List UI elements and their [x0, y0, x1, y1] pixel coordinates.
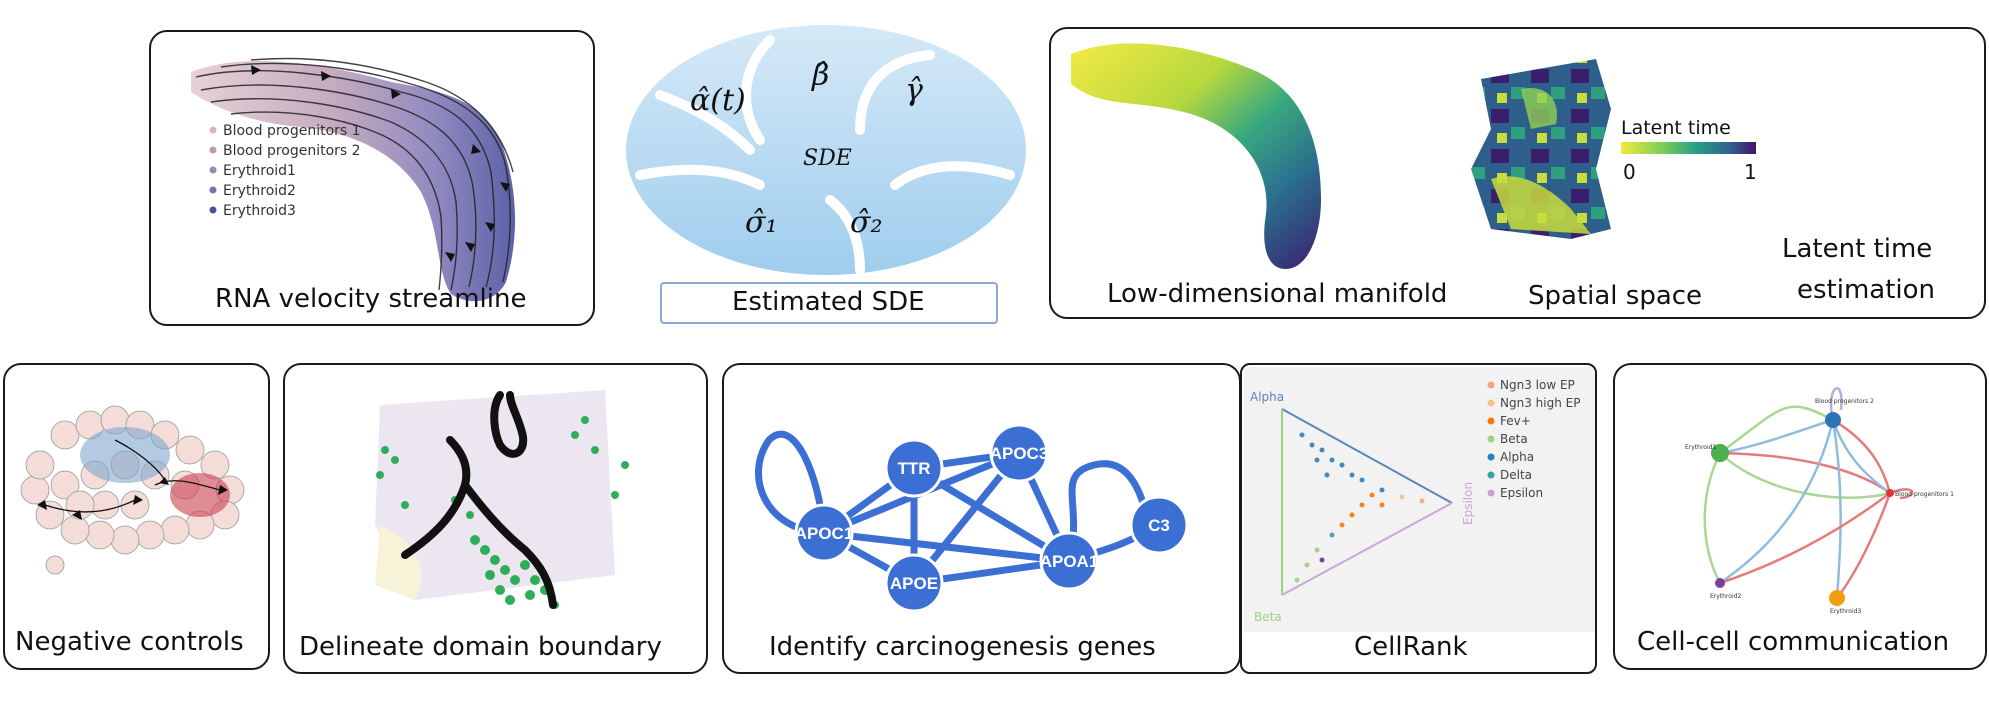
- velocity-manifold: [191, 61, 516, 302]
- velocity-plot: Blood progenitors 1 Blood progenitors 2 …: [191, 57, 516, 302]
- comm-node-blood-progenitors-2: [1825, 412, 1841, 428]
- param-sigma1: σ̂₁: [745, 205, 778, 240]
- comm-node-erythroid1: [1711, 444, 1729, 462]
- panel-cell-communication: Blood progenitors 2 Erythroid1 Blood pro…: [1613, 363, 1987, 670]
- cellrank-legend: Ngn3 low EP Ngn3 high EP Fev+ Beta Alpha…: [1487, 378, 1580, 500]
- legend-item-label: Erythroid2: [223, 183, 296, 199]
- gene-label: TTR: [897, 459, 930, 478]
- gene-node-apoe: [884, 553, 944, 613]
- comm-node-label: Erythroid1: [1685, 444, 1716, 451]
- latent-plots: Latent time 0 1: [1071, 43, 1757, 269]
- cellrank-plot: Alpha Epsilon Beta Ngn3 low EP Ngn3 high…: [1244, 367, 1595, 632]
- legend-item-label: Blood progenitors 1: [223, 123, 361, 139]
- manifold-shape: [1071, 43, 1321, 269]
- comm-node-erythroid2: [1715, 578, 1725, 588]
- panel-carcinogenesis-genes: TTR APOC3 APOC1 C3 APOE APOA1 Identify c…: [722, 363, 1241, 674]
- sde-center-label: SDE: [803, 146, 852, 171]
- gene-label: APOA1: [1040, 552, 1099, 571]
- caption-box-sde: [660, 282, 998, 324]
- comm-node-erythroid3: [1829, 590, 1845, 606]
- comm-node-label: Blood progenitors 2: [1815, 398, 1874, 405]
- caption-sde: Estimated SDE: [732, 287, 925, 317]
- panel-domain-boundary: Delineate domain boundary: [283, 363, 708, 674]
- axis-label-alpha: Alpha: [1250, 390, 1284, 404]
- gene-label: APOC3: [990, 444, 1049, 463]
- legend-item-label: Delta: [1500, 468, 1532, 482]
- communication-network: Blood progenitors 2 Erythroid1 Blood pro…: [1685, 387, 1954, 615]
- legend-item-label: Epsilon: [1500, 486, 1543, 500]
- caption-communication: Cell-cell communication: [1637, 627, 1950, 657]
- panel-cellrank: Alpha Epsilon Beta Ngn3 low EP Ngn3 high…: [1240, 363, 1597, 674]
- legend-item-label: Erythroid3: [223, 203, 296, 219]
- gene-label: APOC1: [795, 524, 854, 543]
- param-alpha: α̂(t): [690, 83, 746, 118]
- axis-label-beta: Beta: [1254, 610, 1282, 624]
- caption-manifold: Low-dimensional manifold: [1107, 279, 1448, 309]
- gene-node-apoa1: [1039, 531, 1099, 591]
- panel-latent-time: Latent time 0 1 Low-dimensional manifold…: [1049, 27, 1986, 319]
- legend-item-label: Ngn3 low EP: [1500, 378, 1575, 392]
- gene-node-c3: [1129, 495, 1189, 555]
- caption-spatial: Spatial space: [1528, 281, 1703, 311]
- colorbar-max: 1: [1744, 160, 1757, 184]
- colorbar-min: 0: [1623, 160, 1636, 184]
- caption-estimation-line1: Latent time: [1782, 234, 1933, 264]
- gene-network: TTR APOC3 APOC1 C3 APOE APOA1: [755, 423, 1189, 613]
- gene-label: C3: [1148, 516, 1170, 535]
- legend-item-label: Alpha: [1500, 450, 1534, 464]
- legend-item-label: Blood progenitors 2: [223, 143, 361, 159]
- comm-node-label: Erythroid2: [1710, 593, 1741, 600]
- caption-negative: Negative controls: [15, 627, 244, 657]
- caption-genes: Identify carcinogenesis genes: [769, 632, 1156, 662]
- legend-item-label: Fev+: [1500, 414, 1531, 428]
- caption-estimation-line2: estimation: [1797, 275, 1936, 305]
- gene-label: APOE: [890, 574, 938, 593]
- caption-cellrank: CellRank: [1354, 632, 1468, 662]
- comm-node-label: Erythroid3: [1830, 608, 1861, 615]
- domain-plot: [375, 390, 629, 609]
- panel-rna-velocity: Blood progenitors 1 Blood progenitors 2 …: [149, 30, 595, 326]
- gene-node-apoc1: [794, 503, 854, 563]
- velocity-legend: Blood progenitors 1 Blood progenitors 2 …: [209, 123, 361, 219]
- param-beta: β̂: [811, 58, 829, 93]
- gene-node-ttr: [884, 438, 944, 498]
- legend-item-label: Beta: [1500, 432, 1528, 446]
- colorbar: [1621, 142, 1756, 154]
- legend-item-label: Ngn3 high EP: [1500, 396, 1580, 410]
- sde-ellipse: [626, 25, 1026, 275]
- legend-item-label: Erythroid1: [223, 163, 296, 179]
- param-gamma: γ̂: [905, 73, 923, 108]
- colorbar-title: Latent time: [1621, 117, 1731, 139]
- caption-domain: Delineate domain boundary: [299, 632, 662, 662]
- gene-node-apoc3: [989, 423, 1049, 483]
- panel-negative-controls: Negative controls: [3, 363, 270, 670]
- negative-plot: [20, 405, 245, 575]
- comm-node-blood-progenitors-1: [1886, 489, 1894, 497]
- comm-node-label: Blood progenitors 1: [1895, 491, 1954, 498]
- axis-label-epsilon: Epsilon: [1461, 482, 1475, 525]
- param-sigma2: σ̂₂: [850, 205, 883, 240]
- caption-velocity: RNA velocity streamline: [215, 284, 527, 314]
